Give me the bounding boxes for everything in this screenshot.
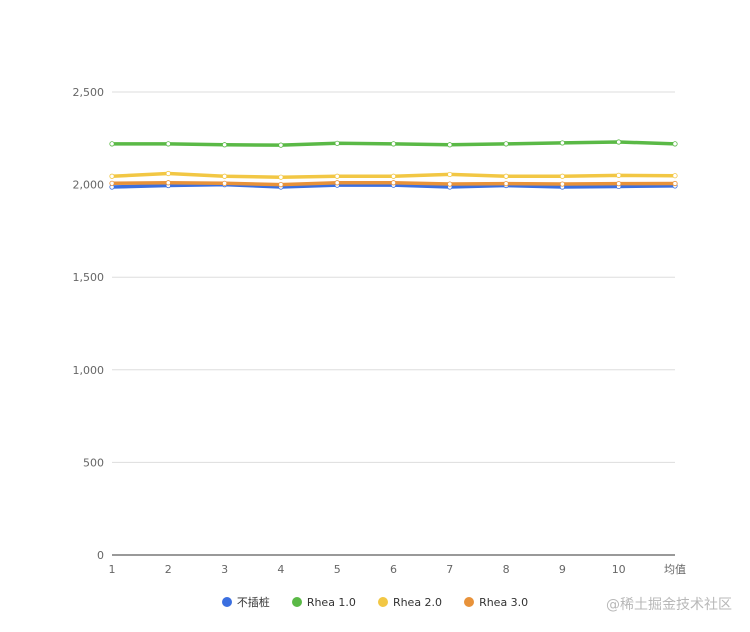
x-tick-label: 7	[446, 563, 453, 576]
legend-dot-icon	[377, 597, 388, 607]
data-point	[503, 181, 509, 187]
data-point	[503, 173, 509, 179]
x-tick-label: 2	[165, 563, 172, 576]
x-tick-label: 1	[109, 563, 116, 576]
data-point	[390, 141, 397, 147]
x-tick-label: 6	[390, 563, 397, 576]
legend-item-2[interactable]: Rhea 1.0	[291, 594, 356, 610]
legend-item-1[interactable]: 不插桩	[221, 594, 270, 610]
legend-item-3[interactable]: Rhea 2.0	[377, 594, 443, 610]
data-point	[222, 142, 228, 148]
series-2	[109, 139, 678, 148]
data-point	[672, 141, 678, 147]
y-tick-label: 1,000	[73, 364, 105, 377]
data-point	[503, 141, 509, 147]
data-point	[672, 180, 678, 187]
x-tick-label: 8	[503, 563, 510, 576]
x-tick-label: 5	[334, 563, 341, 576]
data-point	[278, 182, 284, 188]
legend-item-4[interactable]: Rhea 3.0	[464, 594, 528, 610]
data-point	[447, 142, 453, 148]
data-point	[616, 139, 622, 145]
data-point	[165, 180, 171, 186]
data-point	[334, 180, 340, 186]
legend-label: 不插桩	[236, 596, 270, 609]
data-point	[447, 181, 453, 187]
legend-label: Rhea 3.0	[479, 595, 529, 609]
data-point	[109, 141, 115, 147]
data-point	[109, 173, 115, 179]
data-point	[559, 140, 566, 146]
legend-label: Rhea 1.0	[306, 595, 356, 609]
x-tick-label: 9	[559, 563, 566, 576]
data-point	[390, 173, 397, 179]
data-point	[109, 180, 115, 186]
data-point	[616, 172, 622, 178]
line-chart: 0 500 1,000 1,500 2,000 2,500 1 2 3 4 5 6 7 8 9 10 均值	[73, 86, 687, 576]
data-point	[616, 181, 622, 187]
y-tick-label: 2,500	[73, 86, 105, 99]
grid-lines	[112, 91, 675, 556]
y-tick-label: 0	[97, 549, 104, 562]
x-tick-label: 3	[221, 563, 228, 576]
watermark: @稀土掘金技术社区	[606, 597, 732, 613]
data-point	[390, 180, 397, 186]
data-point	[278, 142, 284, 148]
data-point	[672, 173, 678, 179]
series-layer	[109, 139, 678, 190]
data-point	[165, 170, 171, 177]
series-3	[109, 170, 678, 180]
x-tick-label: 10	[612, 563, 626, 576]
data-point	[222, 180, 228, 186]
data-point	[222, 173, 228, 179]
data-point	[334, 140, 340, 146]
data-point	[447, 171, 453, 178]
x-tick-label: 均值	[664, 563, 686, 576]
series-4	[109, 180, 678, 188]
data-point	[278, 174, 284, 180]
data-point	[559, 181, 566, 187]
y-tick-label: 1,500	[73, 271, 105, 284]
data-point	[165, 141, 171, 147]
chart-legend: 不插桩 Rhea 1.0 Rhea 2.0 Rhea 3.0	[0, 594, 750, 610]
y-tick-label: 500	[83, 456, 104, 469]
y-tick-label: 2,000	[73, 179, 105, 192]
legend-label: Rhea 2.0	[392, 595, 443, 609]
axes: 0 500 1,000 1,500 2,000 2,500 1 2 3 4 5 6 7 8 9 10 均值	[73, 86, 687, 576]
x-tick-label: 4	[277, 563, 284, 576]
legend-dot-icon	[221, 597, 232, 607]
data-point	[559, 173, 566, 179]
legend-dot-icon	[464, 597, 475, 607]
data-point	[334, 173, 340, 179]
legend-dot-icon	[291, 597, 302, 607]
